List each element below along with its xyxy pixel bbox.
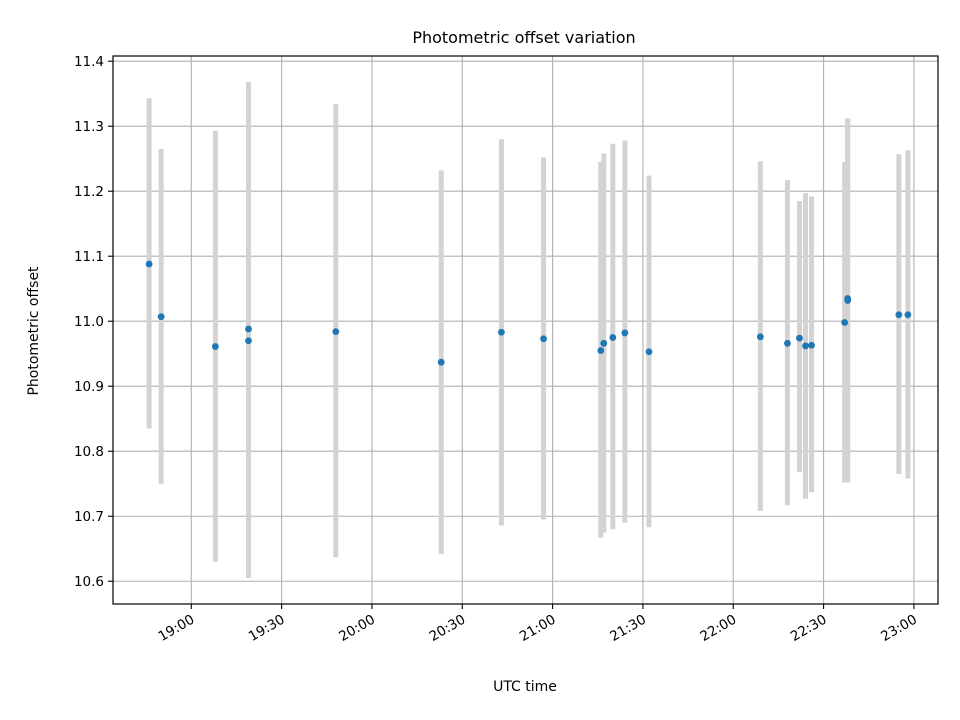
y-tick-label: 11.2 (74, 184, 104, 200)
y-tick-label: 10.6 (74, 574, 104, 590)
data-point (802, 342, 809, 350)
data-point (844, 297, 852, 304)
x-tick-label: 19:30 (246, 612, 288, 645)
data-point (498, 328, 505, 336)
data-point (784, 339, 791, 347)
data-point (540, 335, 547, 343)
data-point (609, 334, 617, 341)
error-bars (146, 82, 911, 578)
data-point (904, 311, 912, 319)
x-tick-label: 20:00 (336, 612, 378, 645)
y-tick-label: 11.4 (74, 54, 104, 70)
data-point (756, 333, 764, 341)
y-axis-ticks: 10.6 10.7 10.8 10.9 11.0 11.1 11.2 11.3 11.4 (74, 54, 113, 590)
grid-lines (113, 56, 938, 604)
data-point (157, 313, 165, 321)
plot-frame (112, 55, 939, 605)
x-tick-label: 19:00 (156, 612, 198, 645)
y-tick-label: 11.1 (74, 249, 104, 265)
data-point (600, 339, 608, 347)
data-point (211, 343, 219, 350)
data-point (621, 329, 629, 337)
data-point (808, 341, 815, 349)
x-axis-label: UTC time (493, 679, 557, 695)
x-tick-label: 23:00 (878, 612, 920, 645)
x-tick-label: 22:30 (788, 612, 830, 645)
data-point (437, 358, 445, 366)
x-tick-label: 20:30 (427, 612, 469, 645)
data-point (245, 325, 252, 333)
data-point (796, 334, 803, 342)
data-point (597, 347, 605, 354)
y-tick-label: 10.7 (74, 509, 104, 525)
data-point (332, 328, 340, 336)
data-point (895, 311, 903, 319)
y-tick-label: 10.9 (74, 379, 104, 395)
data-point (145, 260, 153, 268)
x-axis-ticks: 19:00 19:30 20:00 20:30 21:00 21:30 22:00 22:30… (156, 604, 920, 645)
data-point (645, 348, 653, 356)
chart-title: Photometric offset variation (412, 28, 635, 47)
x-tick-label: 22:00 (698, 612, 740, 645)
y-tick-label: 10.8 (74, 444, 104, 460)
data-points (145, 260, 912, 366)
y-axis-label: Photometric offset (26, 266, 42, 396)
data-point (841, 319, 849, 326)
x-tick-label: 21:30 (607, 612, 649, 645)
data-point (245, 337, 252, 345)
x-tick-label: 21:00 (517, 612, 559, 645)
y-tick-label: 11.3 (74, 119, 104, 135)
y-tick-label: 11.0 (74, 314, 104, 330)
